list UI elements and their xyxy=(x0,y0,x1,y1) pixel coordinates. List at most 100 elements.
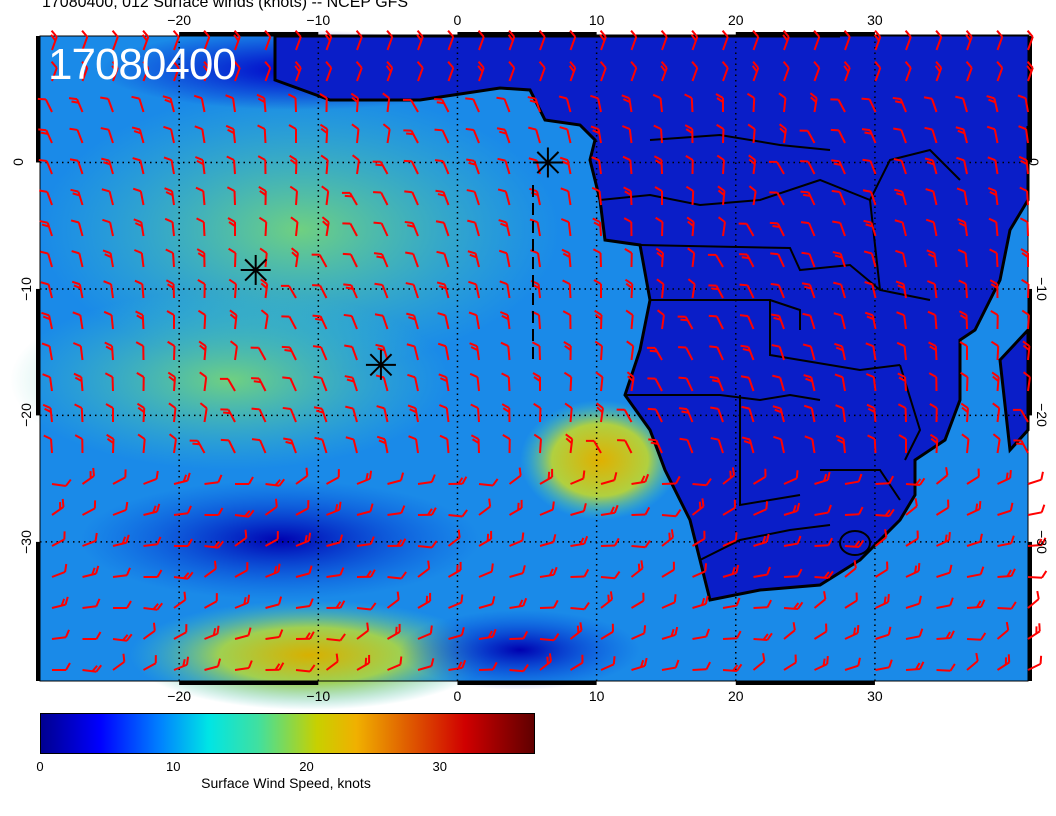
wind-barb xyxy=(82,532,98,547)
wind-barb xyxy=(843,61,851,82)
wind-barb xyxy=(600,591,614,609)
wind-barb xyxy=(813,623,828,640)
wind-barb xyxy=(804,435,816,454)
wind-barb xyxy=(958,279,968,299)
wind-barb xyxy=(647,407,663,423)
wind-barb xyxy=(1027,537,1047,547)
wind-barb xyxy=(661,509,682,518)
wind-barb xyxy=(741,405,755,423)
wind-barb xyxy=(204,658,222,671)
wind-barb xyxy=(447,30,455,51)
wind-barb xyxy=(752,653,766,671)
wind-barb xyxy=(997,469,1012,485)
wind-barb xyxy=(295,631,315,640)
wind-barb xyxy=(987,156,999,175)
wind-barb xyxy=(623,186,633,206)
wind-barb xyxy=(448,476,468,485)
wind-barb xyxy=(294,30,302,51)
colorbar-tick-label: 20 xyxy=(299,759,314,774)
wind-barb xyxy=(143,470,159,485)
wind-barb xyxy=(112,501,129,516)
wind-barb xyxy=(467,250,480,268)
wind-barb xyxy=(592,217,602,237)
wind-barb xyxy=(844,506,864,516)
wind-barb xyxy=(193,94,206,113)
wind-barb xyxy=(622,155,633,175)
storm-marker-icon xyxy=(240,254,271,285)
colorbar-tick-label: 10 xyxy=(166,759,181,774)
wind-barb xyxy=(905,498,918,516)
wind-barb xyxy=(831,159,846,175)
wind-barb xyxy=(873,30,882,51)
wind-barb xyxy=(509,499,523,516)
wind-barb xyxy=(539,566,558,578)
wind-barb xyxy=(385,61,394,82)
wind-barb xyxy=(924,157,938,175)
wind-barb xyxy=(799,129,816,144)
wind-barb xyxy=(41,342,53,361)
frame-bar xyxy=(735,681,875,685)
wind-barb xyxy=(112,534,130,547)
wind-barb xyxy=(783,502,801,516)
frame-bar xyxy=(179,681,319,685)
wind-barb xyxy=(496,127,511,144)
wind-barb xyxy=(325,653,339,671)
wind-barb xyxy=(722,597,741,609)
wind-barb xyxy=(691,61,699,82)
wind-barb xyxy=(166,310,175,329)
wind-barb xyxy=(772,374,785,392)
wind-barb xyxy=(769,221,785,237)
wind-barb xyxy=(102,218,114,237)
wind-barb xyxy=(600,656,616,671)
wind-barb xyxy=(373,252,389,268)
wind-barb xyxy=(172,61,180,82)
wind-barb xyxy=(168,402,177,423)
wind-barb xyxy=(866,403,877,423)
wind-barb xyxy=(660,30,668,51)
wind-barb xyxy=(197,309,207,330)
wind-barb xyxy=(478,478,499,487)
wind-barb xyxy=(343,313,358,330)
wind-barb xyxy=(507,30,516,51)
wind-barb xyxy=(986,125,999,144)
wind-barb xyxy=(356,622,370,640)
wind-barb xyxy=(74,403,84,423)
wind-barb xyxy=(477,30,485,51)
wind-barb xyxy=(773,435,785,454)
wind-barb xyxy=(225,124,236,144)
wind-barb xyxy=(204,625,220,640)
frame-bar xyxy=(36,288,40,416)
wind-barb xyxy=(928,341,938,361)
wind-barb xyxy=(499,311,511,330)
wind-barb xyxy=(875,508,895,517)
wind-barb xyxy=(234,660,253,671)
wind-barb xyxy=(50,30,58,51)
wind-barb xyxy=(51,596,69,609)
wind-barb xyxy=(282,376,297,392)
wind-barb xyxy=(448,509,468,518)
frame-bar xyxy=(457,681,597,685)
wind-barb xyxy=(600,623,615,640)
wind-barb xyxy=(770,282,785,299)
date-stamp: 17080400 xyxy=(48,40,237,89)
map-frame xyxy=(36,32,1032,685)
wind-barb xyxy=(265,596,283,609)
wind-barb xyxy=(844,624,860,640)
wind-barb xyxy=(1027,471,1044,485)
wind-barb xyxy=(928,372,938,392)
wind-barb xyxy=(136,402,146,423)
wind-barb xyxy=(769,191,785,206)
wind-barb xyxy=(51,498,65,516)
wind-barb xyxy=(771,313,785,330)
wind-barb xyxy=(539,653,553,671)
wind-barb xyxy=(958,310,968,330)
wind-barb xyxy=(830,128,846,144)
wind-barb xyxy=(350,92,359,113)
wind-barb xyxy=(654,186,663,205)
wind-barb xyxy=(648,438,663,454)
wind-barb xyxy=(416,30,424,51)
wind-barb xyxy=(164,187,175,206)
wind-barb xyxy=(264,498,278,516)
wind-barb xyxy=(800,221,816,237)
wind-barb xyxy=(746,92,756,113)
